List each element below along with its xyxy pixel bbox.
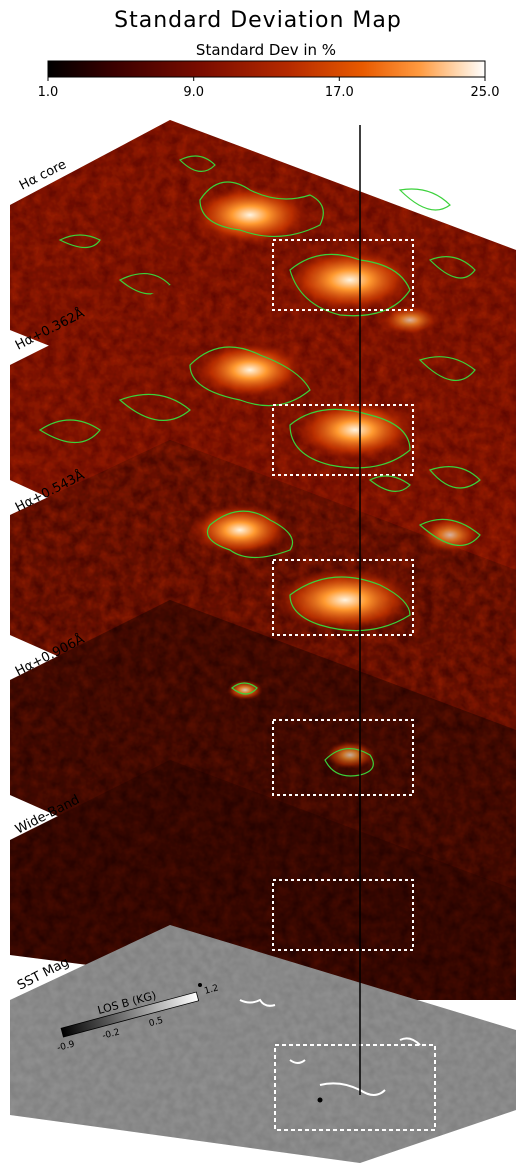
figure-title: Standard Deviation Map	[114, 8, 402, 33]
panel-sst-mag: LOS B (KG) -0.9 -0.2 0.5 1.2	[10, 925, 516, 1163]
colorbar-tick-label: 17.0	[325, 85, 354, 100]
contours	[58, 155, 476, 317]
contours	[206, 475, 481, 632]
roi-box	[272, 239, 414, 311]
colorbar-tick-label: 9.0	[183, 85, 204, 100]
roi-box	[272, 879, 414, 951]
mag-tick-label: -0.2	[101, 1027, 121, 1041]
panel-wide-band	[10, 760, 516, 1000]
mag-tick-label: -0.9	[56, 1039, 76, 1053]
colorbar-tick-label: 1.0	[38, 85, 59, 100]
colorbar-tick-label: 25.0	[471, 85, 500, 100]
mag-tick-label: 1.2	[203, 983, 219, 996]
roi-box	[272, 404, 414, 476]
roi-box	[272, 719, 414, 796]
mag-tick-label: 0.5	[148, 1016, 164, 1029]
colorbar-ticks	[47, 77, 486, 81]
roi-box	[272, 559, 414, 636]
contours	[231, 682, 374, 777]
roi-box	[274, 1044, 436, 1131]
contours	[38, 346, 481, 489]
mag-colorbar: LOS B (KG) -0.9 -0.2 0.5 1.2	[56, 983, 219, 1053]
colorbar-label: Standard Dev in %	[196, 41, 336, 59]
colorbar	[47, 60, 486, 78]
